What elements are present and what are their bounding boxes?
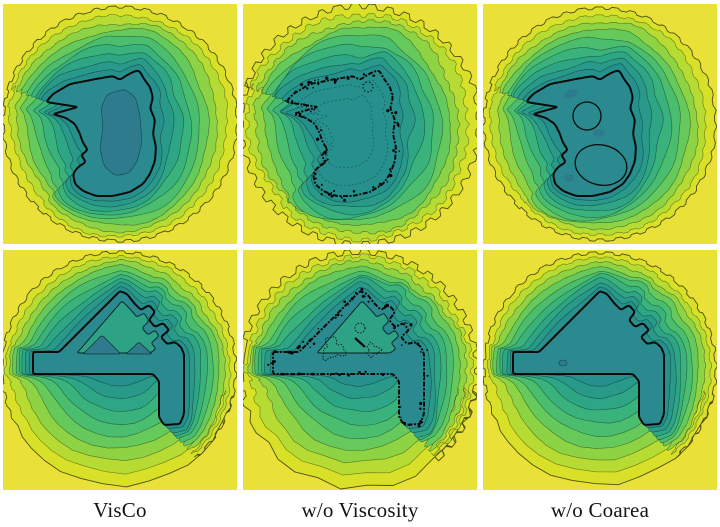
contour-panel-visco-wrench <box>3 250 237 490</box>
caption-wo-viscosity: w/o Viscosity <box>301 498 419 522</box>
contour-panel-wo-viscosity-dragon <box>243 4 477 244</box>
contour-panel-wo-viscosity-wrench <box>243 250 477 490</box>
caption-wo-coarea: w/o Coarea <box>550 498 650 522</box>
contour-panel-visco-dragon <box>3 4 237 244</box>
contour-panel-wo-coarea-wrench <box>483 250 717 490</box>
panel-grid <box>3 4 717 490</box>
caption-row: VisCo w/o Viscosity w/o Coarea <box>0 490 720 523</box>
caption-visco: VisCo <box>93 498 147 522</box>
contour-panel-wo-coarea-dragon <box>483 4 717 244</box>
